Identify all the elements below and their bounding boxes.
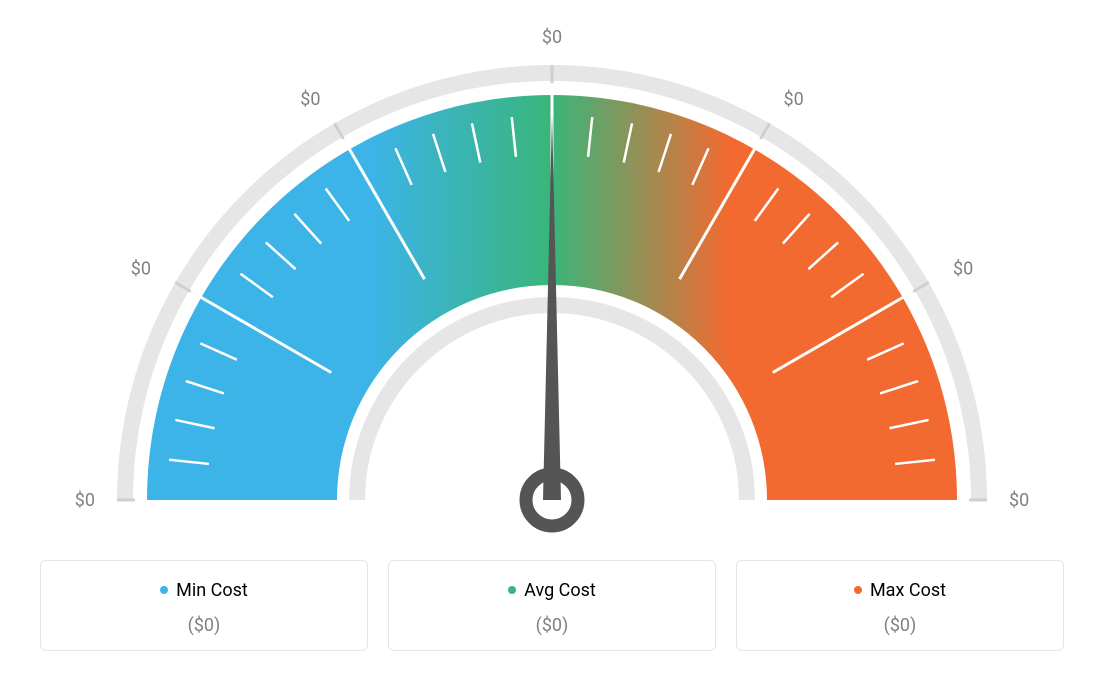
svg-text:$0: $0: [1009, 490, 1029, 511]
legend-card-max: Max Cost ($0): [736, 560, 1064, 651]
legend-dot-avg: [508, 586, 516, 594]
legend-value-max: ($0): [747, 615, 1053, 636]
legend-row: Min Cost ($0) Avg Cost ($0) Max Cost ($0…: [30, 560, 1074, 651]
svg-text:$0: $0: [75, 490, 95, 511]
legend-label-avg: Avg Cost: [508, 580, 596, 601]
legend-text-min: Min Cost: [176, 580, 248, 601]
legend-card-min: Min Cost ($0): [40, 560, 368, 651]
legend-dot-min: [160, 586, 168, 594]
svg-text:$0: $0: [953, 259, 973, 280]
svg-text:$0: $0: [131, 259, 151, 280]
gauge-area: $0 $0 $0 $0 $0 $0 $0: [30, 0, 1074, 560]
svg-text:$0: $0: [300, 89, 320, 110]
legend-text-avg: Avg Cost: [524, 580, 596, 601]
legend-value-min: ($0): [51, 615, 357, 636]
legend-card-avg: Avg Cost ($0): [388, 560, 716, 651]
svg-text:$0: $0: [784, 89, 804, 110]
gauge-svg: $0 $0 $0 $0 $0 $0 $0: [30, 10, 1074, 560]
legend-dot-max: [854, 586, 862, 594]
legend-value-avg: ($0): [399, 615, 705, 636]
gauge-chart-container: $0 $0 $0 $0 $0 $0 $0 Min Cost ($0) Avg Cost ($…: [0, 0, 1104, 690]
legend-label-min: Min Cost: [160, 580, 248, 601]
legend-label-max: Max Cost: [854, 580, 946, 601]
svg-text:$0: $0: [542, 27, 562, 48]
legend-text-max: Max Cost: [870, 580, 946, 601]
